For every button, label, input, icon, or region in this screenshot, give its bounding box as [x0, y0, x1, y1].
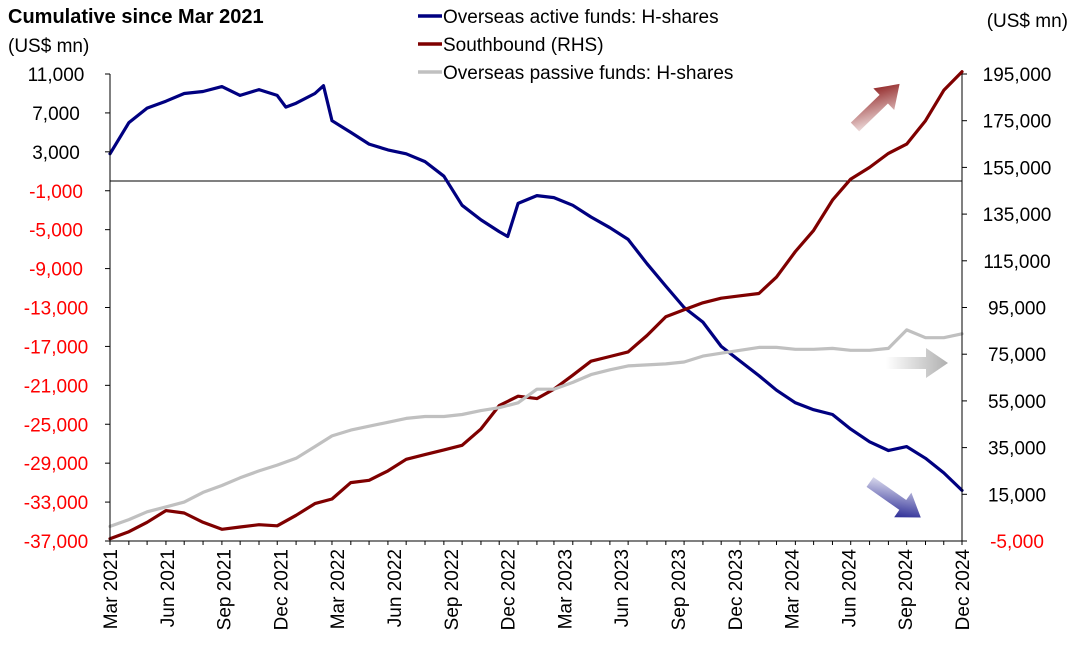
left-y-axis: 11,000 7,000 3,000 -1,000 -5,000 -9,000 -13,00…: [24, 65, 111, 553]
right-tick-label: 115,000: [983, 252, 1050, 273]
left-tick-label: -21,000: [24, 376, 88, 397]
x-tick-label: Jun 2022: [385, 549, 406, 627]
series-line-southbound-rhs: [108, 70, 964, 541]
x-tick-label: Mar 2024: [783, 549, 804, 630]
southbound-up-arrow: [850, 83, 900, 132]
series-line-overseas-passive-funds-h-shares: [108, 328, 964, 529]
right-tick-label: 15,000: [988, 485, 1046, 506]
right-tick-label: 135,000: [983, 205, 1052, 226]
left-tick-label: -5,000: [29, 221, 83, 242]
series-line-overseas-active-funds-h-shares: [108, 84, 964, 492]
passive-right-arrow: [886, 348, 948, 378]
x-tick-label: Mar 2023: [555, 549, 576, 629]
left-tick-label: -37,000: [24, 532, 88, 553]
right-tick-label: 55,000: [988, 392, 1046, 413]
x-tick-label: Mar 2022: [328, 549, 349, 629]
x-tick-label: Jun 2024: [839, 549, 860, 628]
right-tick-label: 175,000: [983, 112, 1052, 133]
right-tick-label: 95,000: [988, 299, 1046, 320]
right-axis-unit: (US$ mn): [987, 11, 1068, 32]
right-tick-label: -5,000: [990, 532, 1044, 553]
x-tick-label: Sep 2024: [896, 549, 917, 631]
x-tick-label: Jun 2021: [158, 549, 179, 627]
trend-arrows: [850, 83, 948, 518]
left-tick-label: -9,000: [29, 260, 83, 281]
chart-title: Cumulative since Mar 2021: [8, 6, 264, 28]
legend-label: Overseas passive funds: H-shares: [443, 63, 733, 84]
right-y-axis: 195,000 175,000 155,000 135,000 115,000 95,00…: [961, 65, 1052, 553]
x-tick-label: Dec 2024: [953, 549, 974, 631]
left-tick-label: 3,000: [32, 143, 80, 164]
x-tick-label: Dec 2022: [499, 549, 520, 630]
right-tick-label: 155,000: [983, 158, 1052, 179]
left-tick-label: -1,000: [29, 182, 83, 203]
x-tick-label: Sep 2021: [215, 549, 236, 630]
left-tick-label: 7,000: [32, 104, 80, 125]
left-tick-label: -33,000: [24, 493, 88, 514]
right-tick-label: 35,000: [988, 439, 1046, 460]
x-tick-label: Dec 2021: [271, 549, 292, 630]
right-tick-label: 195,000: [983, 65, 1052, 86]
x-tick-label: Jun 2023: [612, 549, 633, 627]
active-down-arrow: [866, 477, 921, 518]
x-tick-label: Dec 2023: [726, 549, 747, 630]
left-tick-label: 11,000: [28, 65, 85, 86]
left-tick-label: -29,000: [24, 454, 88, 475]
legend: Overseas active funds: H-shares Southboun…: [418, 7, 733, 84]
left-tick-label: -13,000: [24, 299, 88, 320]
right-tick-label: 75,000: [988, 345, 1046, 366]
left-tick-label: -25,000: [24, 415, 88, 436]
legend-label: Southbound (RHS): [443, 35, 604, 56]
x-tick-label: Sep 2022: [442, 549, 463, 630]
left-tick-label: -17,000: [24, 337, 88, 358]
legend-label: Overseas active funds: H-shares: [443, 7, 719, 28]
x-tick-label: Sep 2023: [669, 549, 690, 630]
x-axis: Mar 2021 Jun 2021 Sep 2021 Dec 2021 Mar 2022…: [101, 540, 974, 631]
plot-area: [108, 70, 964, 541]
left-axis-unit: (US$ mn): [8, 36, 89, 57]
x-tick-label: Mar 2021: [101, 549, 122, 629]
